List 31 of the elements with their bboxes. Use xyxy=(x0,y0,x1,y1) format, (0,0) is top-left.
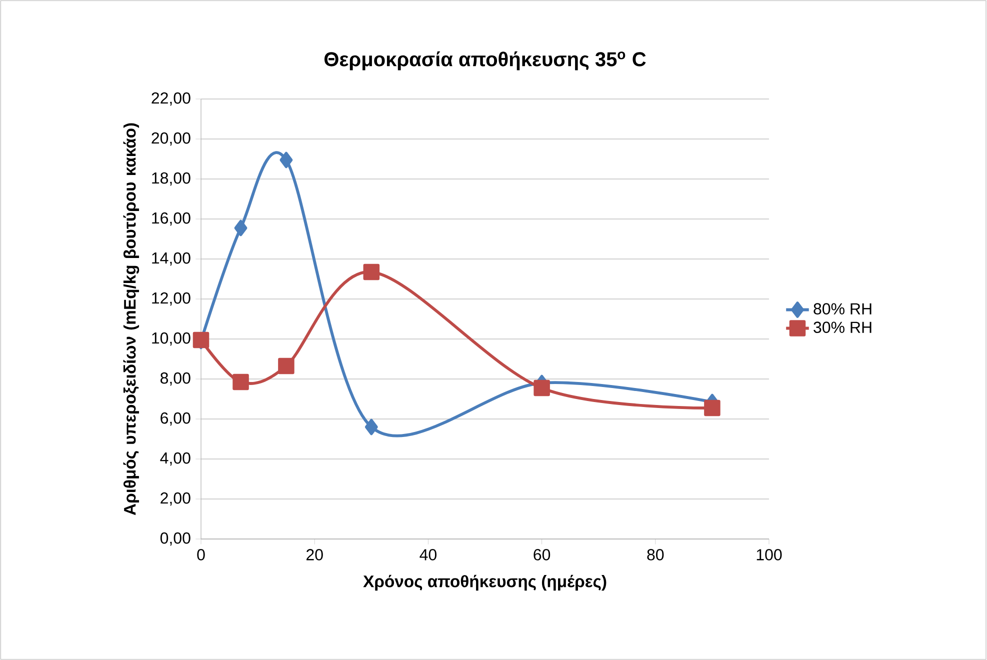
y-tick-label: 18,00 xyxy=(152,172,190,186)
legend-label: 30% RH xyxy=(814,322,872,333)
chart-title: Θερμοκρασία αποθήκευσης 35$^{o}$ C xyxy=(324,51,646,70)
y-tick-label: 12,00 xyxy=(152,292,190,306)
y-tick-label: 2,00 xyxy=(160,492,190,506)
y-tick-label: 0,00 xyxy=(160,532,190,546)
x-tick-label: 20 xyxy=(306,549,323,560)
point xyxy=(363,264,380,280)
x-tick-label: 40 xyxy=(420,549,436,560)
x-tick-label: 100 xyxy=(756,549,782,560)
point xyxy=(232,374,249,390)
point xyxy=(280,152,293,168)
y-axis-title: Αριθμός υπεροξειδίων (mEq/kg βουτύρου κακάο) xyxy=(123,123,140,516)
y-tick-label: 6,00 xyxy=(160,412,190,426)
y-tick-label: 4,00 xyxy=(160,452,190,466)
y-tick-label: 20,00 xyxy=(152,132,190,146)
x-tick-label: 60 xyxy=(534,549,550,560)
point xyxy=(234,220,248,236)
point xyxy=(278,358,294,374)
legend-label: 80% RH xyxy=(814,303,872,314)
x-tick-label: 80 xyxy=(647,549,664,560)
point xyxy=(534,380,550,396)
y-tick-label: 14,00 xyxy=(152,252,190,266)
y-tick-label: 8,00 xyxy=(160,372,190,386)
y-tick-label: 16,00 xyxy=(152,212,190,226)
point xyxy=(704,400,720,416)
y-tick-label: 22,00 xyxy=(152,92,190,106)
point xyxy=(364,418,378,436)
x-tick-label: 0 xyxy=(197,549,205,560)
y-tick-label: 10,00 xyxy=(152,332,190,346)
x-axis-title: Χρόνος αποθήκευσης (ημέρες) xyxy=(363,574,606,591)
